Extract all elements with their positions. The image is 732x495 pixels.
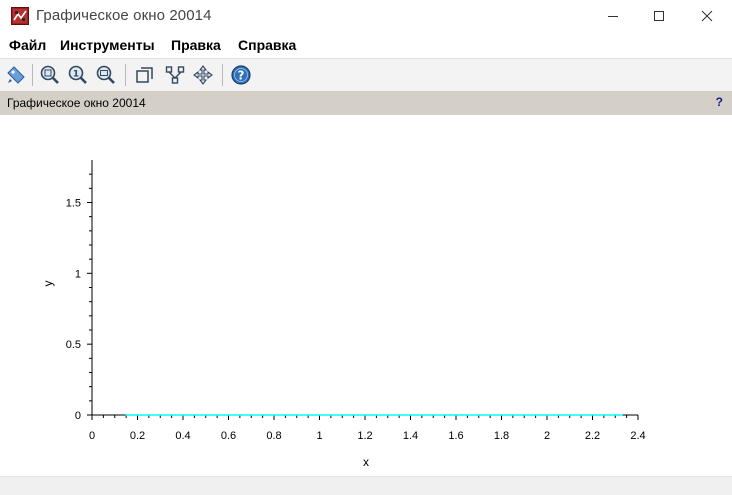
x-tick-label: 1.6 — [448, 430, 463, 442]
chart-svg: 0 0.2 0.4 0.6 0.8 1 1.2 1.4 1.6 1.8 2 2.2 2.4 0 0.5 1 1.… — [41, 160, 646, 469]
edit-data-button[interactable] — [163, 63, 187, 87]
menu-help[interactable]: Справка — [238, 37, 297, 53]
x-tick-label: 1.2 — [357, 430, 372, 442]
x-tick-label: 0 — [89, 430, 95, 442]
pan-button[interactable] — [191, 63, 215, 87]
title-bar: Графическое окно 20014 — [0, 0, 732, 32]
svg-text:?: ? — [238, 69, 245, 83]
scilab-figure-icon — [11, 7, 29, 25]
close-button[interactable] — [684, 0, 730, 32]
zoom-in-icon — [40, 65, 59, 84]
x-tick-label: 2.4 — [630, 430, 645, 442]
edit-data-icon — [165, 66, 185, 84]
maximize-icon — [654, 11, 664, 21]
y-tick-label: 0 — [75, 410, 81, 422]
menu-file[interactable]: Файл — [9, 37, 47, 53]
x-tick-label: 1.4 — [403, 430, 418, 442]
info-help-icon[interactable]: ? — [715, 95, 723, 109]
x-tick-label: 1.8 — [494, 430, 509, 442]
x-tick-label: 1 — [316, 430, 322, 442]
zoom-out-button[interactable] — [94, 63, 118, 87]
minimize-icon — [608, 16, 618, 17]
x-tick-label: 0.2 — [130, 430, 145, 442]
y-tick-label: 0.5 — [66, 339, 81, 351]
plot-area: 0 0.2 0.4 0.6 0.8 1 1.2 1.4 1.6 1.8 2 2.2 2.4 0 0.5 1 1.… — [0, 116, 732, 476]
x-axis-label: x — [363, 455, 369, 469]
close-icon — [701, 10, 713, 22]
zoom-in-button[interactable] — [38, 63, 62, 87]
x-tick-label: 0.4 — [175, 430, 190, 442]
pan-icon — [193, 65, 213, 85]
help-button[interactable]: ? — [229, 63, 253, 87]
window-title: Графическое окно 20014 — [36, 7, 212, 24]
rotate-2d-icon — [136, 67, 153, 83]
zoom-original-button[interactable]: 1 — [66, 63, 90, 87]
y-axis-label: y — [41, 281, 55, 287]
zoom-out-icon — [96, 65, 115, 84]
y-tick-label: 1 — [75, 268, 81, 280]
figure-info-bar: Графическое окно 20014 ? — [0, 91, 732, 115]
toolbar: 1 ? — [0, 58, 732, 91]
zoom-original-icon: 1 — [68, 65, 87, 84]
menu-bar: Файл Инструменты Правка Справка — [0, 33, 732, 57]
toolbar-separator — [125, 64, 126, 86]
toolbar-separator — [32, 64, 33, 86]
toolbar-separator — [222, 64, 223, 86]
svg-text:1: 1 — [73, 70, 79, 80]
x-tick-label: 2.2 — [585, 430, 600, 442]
datatip-button[interactable] — [4, 63, 28, 87]
y-tick-label: 1.5 — [66, 198, 81, 210]
x-tick-label: 0.6 — [221, 430, 236, 442]
x-tick-label: 2 — [544, 430, 550, 442]
menu-tools[interactable]: Инструменты — [60, 37, 155, 53]
menu-edit[interactable]: Правка — [171, 37, 221, 53]
minimize-button[interactable] — [590, 0, 636, 32]
rotate-2d-button[interactable] — [133, 63, 157, 87]
figure-info-text: Графическое окно 20014 — [7, 96, 146, 110]
x-tick-label: 0.8 — [266, 430, 281, 442]
datatip-icon — [7, 66, 25, 84]
maximize-button[interactable] — [636, 0, 682, 32]
help-icon: ? — [231, 65, 251, 85]
status-bar — [0, 476, 732, 495]
